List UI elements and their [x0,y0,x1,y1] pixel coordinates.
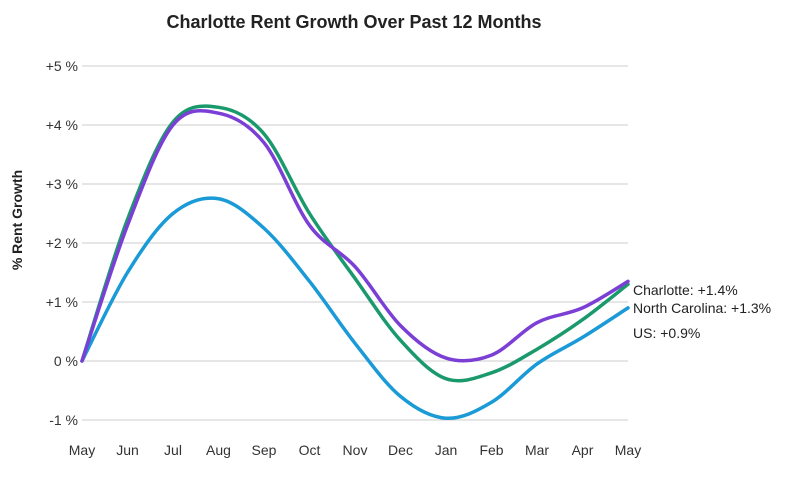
y-tick-label: -1 % [49,412,78,428]
x-tick-label: May [615,442,641,458]
y-tick-label: 0 % [54,353,78,369]
x-tick-label: Jun [116,442,139,458]
x-tick-label: Oct [299,442,321,458]
grid-lines [82,65,628,421]
x-tick-label: Apr [572,442,594,458]
series-end-labels: US: +0.9% North Carolina: +1.3% Charlotte:… [633,282,771,341]
x-tick-label: May [69,442,95,458]
x-tick-label: Jul [164,442,182,458]
x-axis-ticks: May Jun Jul Aug Sep Oct Nov Dec Jan Feb Mar Apr May [69,442,641,458]
x-tick-label: Nov [343,442,368,458]
series-line-charlotte [80,108,630,363]
end-label-us: US: +0.9% [633,325,700,341]
x-tick-label: Dec [388,442,413,458]
end-label-charlotte: Charlotte: +1.4% [633,282,738,298]
y-tick-label: +3 % [46,176,78,192]
y-axis-ticks: +5 % +4 % +3 % +2 % +1 % 0 % -1 % [46,58,78,428]
x-tick-label: Mar [525,442,549,458]
series-lines [80,104,630,420]
y-tick-label: +5 % [46,58,78,74]
end-label-north-carolina: North Carolina: +1.3% [633,300,771,316]
y-axis-label: % Rent Growth [9,170,25,270]
x-tick-label: Aug [206,442,231,458]
x-tick-label: Sep [252,442,277,458]
x-tick-label: Feb [479,442,503,458]
y-tick-label: +4 % [46,117,78,133]
series-line-us [80,196,630,420]
y-tick-label: +1 % [46,294,78,310]
x-tick-label: Jan [435,442,458,458]
y-tick-label: +2 % [46,235,78,251]
chart-title: Charlotte Rent Growth Over Past 12 Month… [166,12,541,32]
